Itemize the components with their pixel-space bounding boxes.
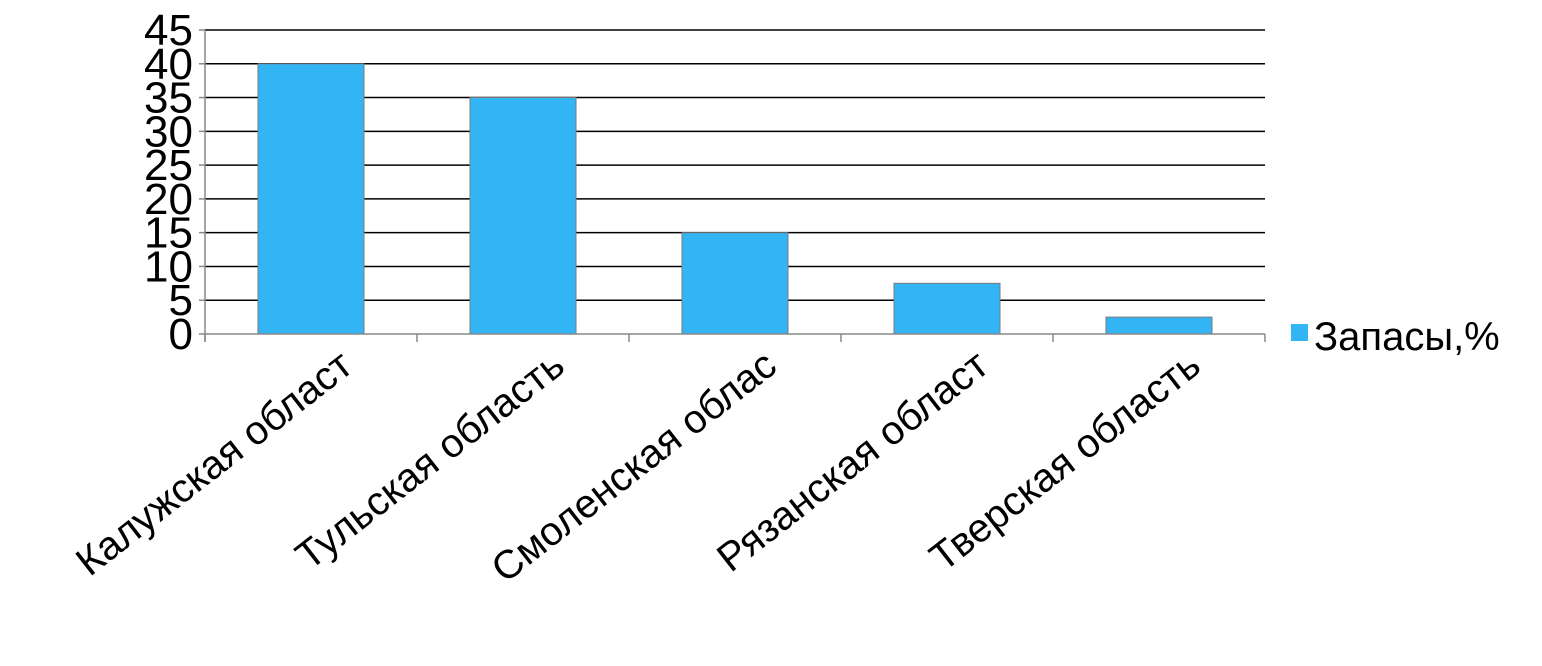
y-tick-label: 20 <box>144 175 193 224</box>
axes <box>199 29 1266 342</box>
bar <box>893 282 1001 335</box>
legend-swatch <box>1291 324 1308 341</box>
y-tick-label: 45 <box>144 6 193 55</box>
legend: Запасы,% <box>1291 315 1500 359</box>
bar <box>257 63 365 335</box>
gridlines <box>205 29 1265 301</box>
y-tick-label: 25 <box>144 141 193 190</box>
y-tick-label: 5 <box>169 276 193 325</box>
legend-label: Запасы,% <box>1314 315 1500 359</box>
y-tick-label: 40 <box>144 40 193 89</box>
y-tick-label: 10 <box>144 242 193 291</box>
bar <box>681 232 789 335</box>
y-tick-label: 0 <box>169 310 193 359</box>
y-tick-label: 30 <box>144 107 193 156</box>
bar <box>1105 316 1213 335</box>
y-tick-label: 15 <box>144 209 193 258</box>
y-tick-label: 35 <box>144 74 193 123</box>
bar <box>469 97 577 335</box>
bars <box>257 63 1213 335</box>
